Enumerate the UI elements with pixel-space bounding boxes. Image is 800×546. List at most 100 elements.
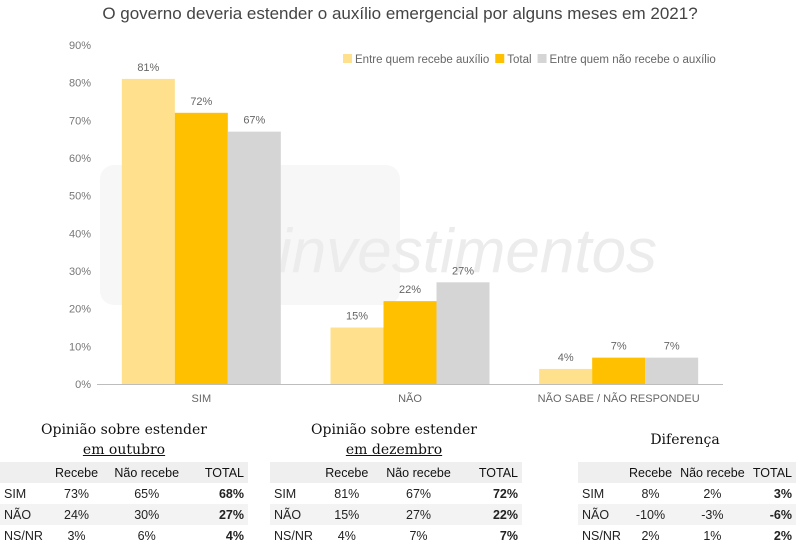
watermark-text: investimentos	[278, 217, 657, 286]
y-tick-label: 40%	[69, 228, 91, 240]
table-header: Não recebe	[680, 465, 745, 480]
table-cell: 27%	[406, 507, 432, 522]
data-label: 22%	[399, 284, 421, 296]
table-title-december: Opinião sobre estender em dezembro	[288, 420, 500, 460]
table-cell: 24%	[64, 507, 90, 522]
table-row: NS/NR 2% 1% 2%	[578, 525, 796, 546]
table-cell: NÃO	[274, 507, 302, 522]
table-cell: 7%	[499, 528, 518, 543]
legend-swatch	[495, 54, 505, 63]
bar	[174, 112, 228, 385]
table-row: NÃO 15% 27% 22%	[270, 504, 522, 525]
table-cell: -3%	[701, 507, 724, 522]
x-tick-label: NÃO	[398, 392, 422, 405]
table-header	[270, 462, 317, 483]
bar	[436, 282, 490, 384]
table-cell: SIM	[582, 486, 605, 501]
bar	[539, 368, 593, 384]
table-cell: 65%	[134, 486, 160, 501]
data-label: 7%	[664, 341, 680, 353]
table-cell: 4%	[337, 528, 356, 543]
table-cell: 2%	[641, 528, 660, 543]
table-header: TOTAL	[752, 465, 792, 480]
table-cell: 67%	[406, 486, 432, 501]
chart-title: O governo deveria estender o auxílio eme…	[102, 4, 698, 23]
table-cell: 8%	[641, 486, 660, 501]
table-header: Recebe	[54, 465, 99, 480]
table-title-line2: em dezembro	[345, 442, 443, 458]
y-tick-label: 20%	[69, 304, 91, 316]
y-tick-label: 90%	[69, 40, 91, 52]
table-october: Recebe Não recebe TOTAL SIM 73% 65% 68% …	[0, 462, 248, 546]
table-cell: 73%	[64, 486, 90, 501]
table-row: SIM 8% 2% 3%	[578, 483, 796, 504]
table-cell: NS/NR	[582, 528, 621, 543]
table-cell: 3%	[773, 486, 792, 501]
table-header: TOTAL	[204, 465, 244, 480]
table-cell: -6%	[769, 507, 792, 522]
table-cell: 2%	[773, 528, 792, 543]
y-tick-label: 30%	[69, 266, 91, 278]
table-cell: SIM	[274, 486, 297, 501]
table-row: SIM 73% 65% 68%	[0, 483, 248, 504]
data-label: 27%	[452, 265, 474, 277]
table-title-line1: Opinião sobre estender	[311, 422, 477, 438]
table-title-line1: Opinião sobre estender	[41, 422, 207, 438]
table-cell: NÃO	[4, 507, 32, 522]
bar	[592, 357, 646, 384]
table-header	[578, 462, 625, 483]
table-row: NÃO 24% 30% 27%	[0, 504, 248, 525]
table-cell: 72%	[492, 486, 518, 501]
y-tick-label: 50%	[69, 191, 91, 203]
table-header: Não recebe	[114, 465, 180, 480]
data-label: 81%	[137, 62, 159, 74]
table-cell: 30%	[134, 507, 160, 522]
table-header: Recebe	[325, 465, 369, 480]
data-label: 7%	[611, 341, 627, 353]
legend-swatch	[537, 54, 547, 63]
table-header: Não recebe	[386, 465, 451, 480]
table-difference: Recebe Não recebe TOTAL SIM 8% 2% 3% NÃO…	[578, 462, 796, 546]
table-cell: 1%	[703, 528, 722, 543]
table-cell: SIM	[4, 486, 27, 501]
table-cell: 15%	[334, 507, 360, 522]
table-cell: 6%	[137, 528, 156, 543]
y-tick-label: 0%	[75, 379, 91, 391]
bar	[330, 327, 384, 384]
table-header: TOTAL	[478, 465, 518, 480]
legend-label: Total	[507, 54, 531, 66]
data-label: 4%	[558, 352, 574, 364]
table-cell: 22%	[492, 507, 518, 522]
table-header	[0, 462, 47, 483]
legend-label: Entre quem não recebe o auxílio	[550, 54, 716, 66]
table-cell: NS/NR	[4, 528, 43, 543]
legend-label: Entre quem recebe auxílio	[355, 54, 489, 66]
table-title-october: Opinião sobre estender em outubro	[18, 420, 230, 460]
table-cell: 2%	[703, 486, 722, 501]
table-cell: NS/NR	[274, 528, 313, 543]
table-title-difference: Diferença	[630, 430, 740, 450]
table-cell: 81%	[334, 486, 360, 501]
bar	[121, 78, 175, 385]
table-header-row: Recebe Não recebe TOTAL	[578, 462, 796, 483]
table-row: NS/NR 3% 6% 4%	[0, 525, 248, 546]
table-cell: 3%	[67, 528, 86, 543]
table-row: SIM 81% 67% 72%	[270, 483, 522, 504]
table-row: NÃO -10% -3% -6%	[578, 504, 796, 525]
table-cell: 4%	[225, 528, 244, 543]
table-header-row: Recebe Não recebe TOTAL	[0, 462, 248, 483]
table-cell: 27%	[218, 507, 244, 522]
x-tick-label: SIM	[192, 393, 212, 405]
table-december: Recebe Não recebe TOTAL SIM 81% 67% 72% …	[270, 462, 522, 546]
y-tick-label: 70%	[69, 115, 91, 127]
table-row: NS/NR 4% 7% 7%	[270, 525, 522, 546]
bar	[645, 357, 699, 384]
bar	[227, 131, 281, 384]
data-label: 72%	[190, 96, 212, 108]
table-title-line1: Diferença	[650, 432, 720, 448]
y-tick-label: 80%	[69, 78, 91, 90]
y-tick-label: 60%	[69, 153, 91, 165]
data-label: 67%	[243, 115, 265, 127]
table-cell: 7%	[409, 528, 428, 543]
data-label: 15%	[346, 311, 368, 323]
